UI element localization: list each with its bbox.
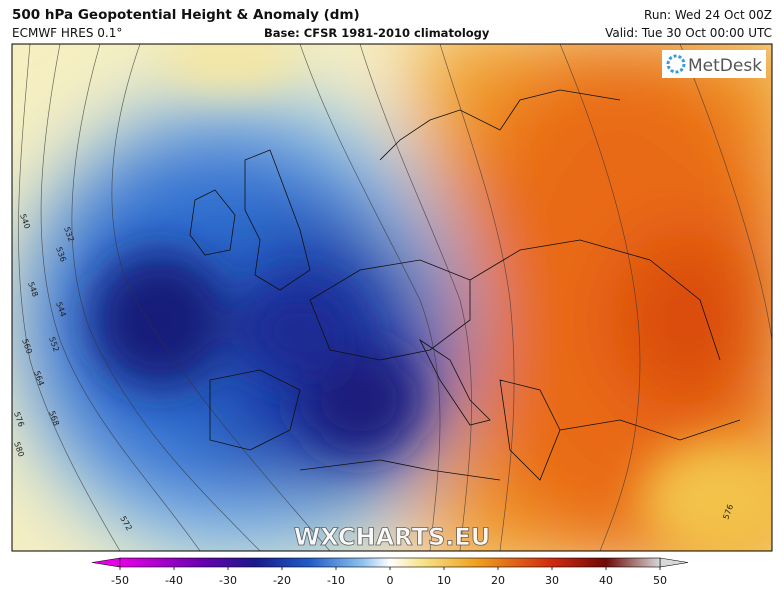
map: [12, 44, 772, 551]
colorbar-tick-label: -50: [111, 574, 129, 587]
model: ECMWF HRES 0.1°: [12, 26, 122, 40]
colorbar-right-arrow: [659, 557, 689, 568]
title: 500 hPa Geopotential Height & Anomaly (d…: [12, 7, 360, 23]
colorbar-tick-label: 50: [653, 574, 667, 587]
base: Base: CFSR 1981-2010 climatology: [264, 26, 490, 40]
colorbar-tick-label: 30: [545, 574, 559, 587]
run: Run: Wed 24 Oct 00Z: [644, 8, 772, 22]
watermark: WXCHARTS.EU: [294, 523, 490, 551]
colorbar-tick-label: 10: [437, 574, 451, 587]
colorbar-left-arrow: [91, 557, 121, 568]
colorbar-tick-label: -40: [165, 574, 183, 587]
contours: [18, 44, 772, 551]
colorbar-tick-label: 0: [387, 574, 394, 587]
colorbar-tick-label: -20: [273, 574, 291, 587]
logo-box: [662, 50, 766, 78]
valid: Valid: Tue 30 Oct 00:00 UTC: [605, 26, 772, 40]
logo-icon: [666, 54, 686, 74]
colorbar-tick-label: 20: [491, 574, 505, 587]
colorbar-tick-label: -10: [327, 574, 345, 587]
map-frame: [11, 43, 773, 552]
colorbar-tick-label: 40: [599, 574, 613, 587]
logo: MetDesk: [688, 56, 762, 76]
coastlines: [189, 89, 741, 481]
colorbar: -50 -40 -30 -20 -10 0 10 20 30 40 50: [91, 557, 689, 587]
colorbar-tick-label: -30: [219, 574, 237, 587]
colorbar-bar: [119, 557, 661, 568]
